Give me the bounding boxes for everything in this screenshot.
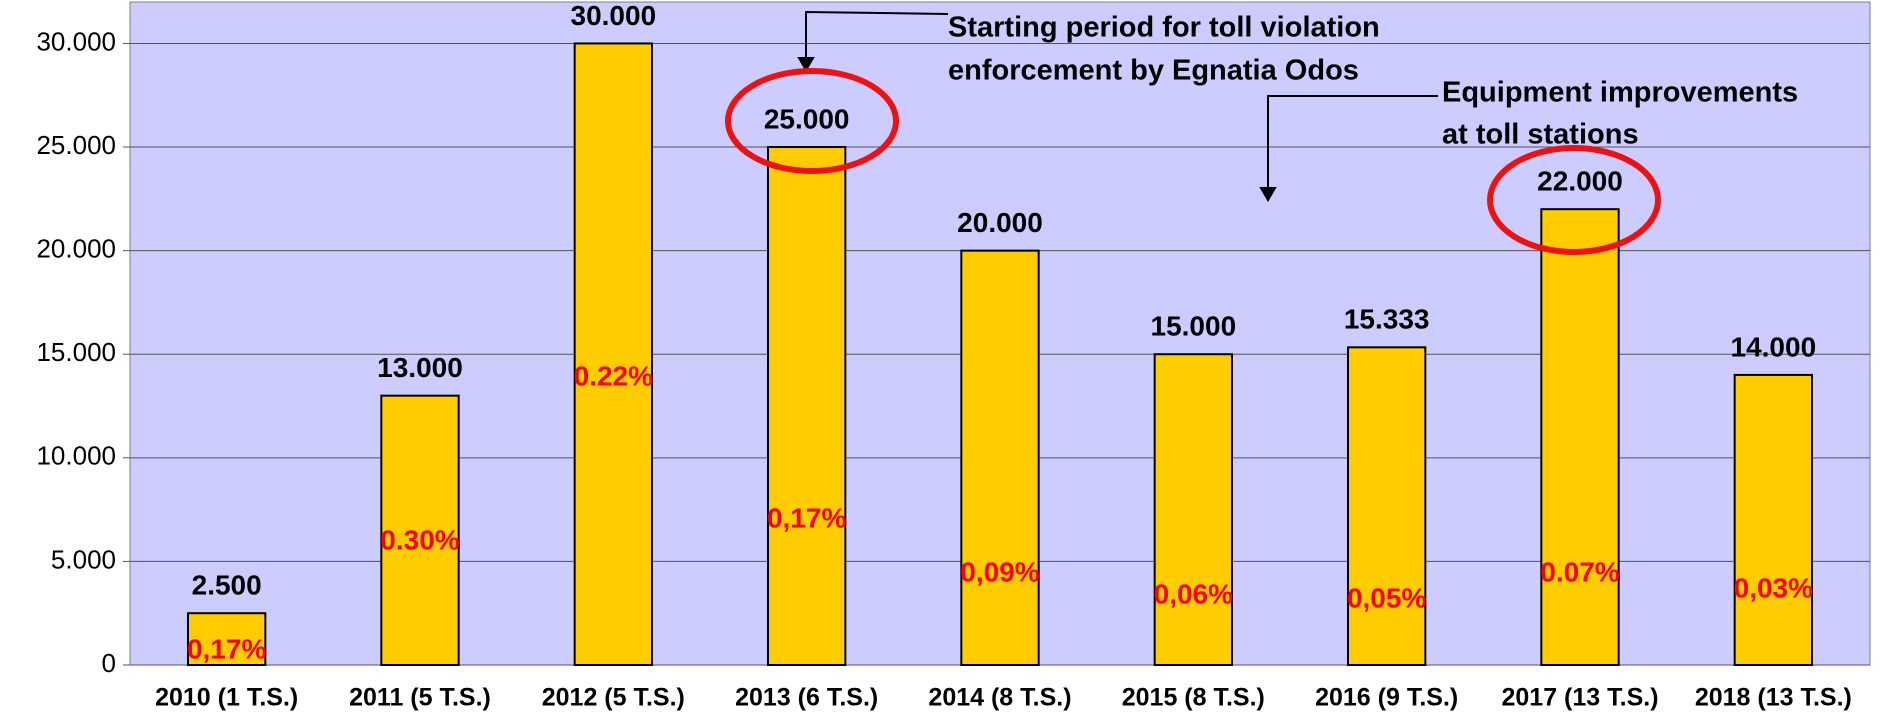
x-tick-label: 2016 (9 T.S.): [1315, 684, 1458, 712]
data-label: 25.000: [764, 103, 850, 134]
x-tick-label: 2013 (6 T.S.): [735, 684, 878, 712]
y-tick-label: 20.000: [36, 234, 116, 264]
percent-label: 0.30%: [380, 524, 459, 555]
data-label: 14.000: [1731, 331, 1817, 362]
percent-label: 0,09%: [960, 556, 1039, 587]
x-tick-label: 2010 (1 T.S.): [155, 684, 298, 712]
data-label: 15.000: [1151, 311, 1237, 342]
x-tick-label: 2015 (8 T.S.): [1122, 684, 1265, 712]
bars: [187, 42, 1813, 666]
y-tick-label: 15.000: [36, 337, 116, 367]
percent-label: 0.22%: [574, 360, 653, 391]
percent-label: 0,03%: [1734, 572, 1813, 603]
y-tick-label: 10.000: [36, 441, 116, 471]
bar: [573, 42, 654, 666]
percent-label: 0,05%: [1347, 582, 1426, 613]
x-tick-label: 2018 (13 T.S.): [1695, 684, 1852, 712]
annotation: Equipment improvements: [1442, 77, 1798, 109]
x-tick-label: 2011 (5 T.S.): [349, 684, 491, 712]
data-label: 13.000: [377, 352, 463, 383]
arrowhead-1: [797, 57, 815, 72]
percent-label: 0,17%: [767, 502, 846, 533]
annotation: enforcement by Egnatia Odos: [948, 55, 1359, 87]
data-label: 2.500: [192, 570, 262, 601]
highlight-circle: [1487, 145, 1661, 255]
y-tick-label: 25.000: [36, 130, 116, 160]
annotation-arrows: [797, 10, 1438, 202]
bar: [380, 394, 460, 666]
percent-label: 0.07%: [1540, 556, 1619, 587]
bar: [1540, 208, 1620, 666]
data-label: 15.333: [1344, 304, 1430, 335]
x-tick-label: 2012 (5 T.S.): [542, 684, 685, 712]
x-tick-label: 2014 (8 T.S.): [928, 684, 1071, 712]
annotation: Starting period for toll violation: [948, 12, 1380, 44]
labels: 0 5.000 10.000 15.000 20.000 25.000 30.000 2010…: [36, 0, 1851, 712]
highlight-circle: [725, 68, 899, 174]
y-tick-label: 5.000: [51, 544, 116, 574]
percent-label: 0,17%: [187, 633, 266, 664]
arrowhead-2: [1259, 187, 1277, 202]
percent-label: 0,06%: [1154, 578, 1233, 609]
bar: [1733, 373, 1813, 666]
y-tick-label: 0: [102, 648, 116, 678]
data-label: 22.000: [1537, 166, 1623, 197]
data-label: 20.000: [957, 207, 1043, 238]
arrow-1: [805, 10, 949, 62]
bar: [767, 146, 847, 666]
bar: [960, 249, 1040, 666]
y-tick-label: 30.000: [36, 26, 116, 56]
annotation: at toll stations: [1442, 119, 1639, 151]
bar: [1153, 353, 1233, 666]
data-label: 30.000: [571, 0, 657, 31]
bar: [1347, 346, 1427, 666]
bar: [187, 612, 267, 666]
x-tick-label: 2017 (13 T.S.): [1501, 684, 1658, 712]
arrow-2: [1267, 95, 1438, 190]
